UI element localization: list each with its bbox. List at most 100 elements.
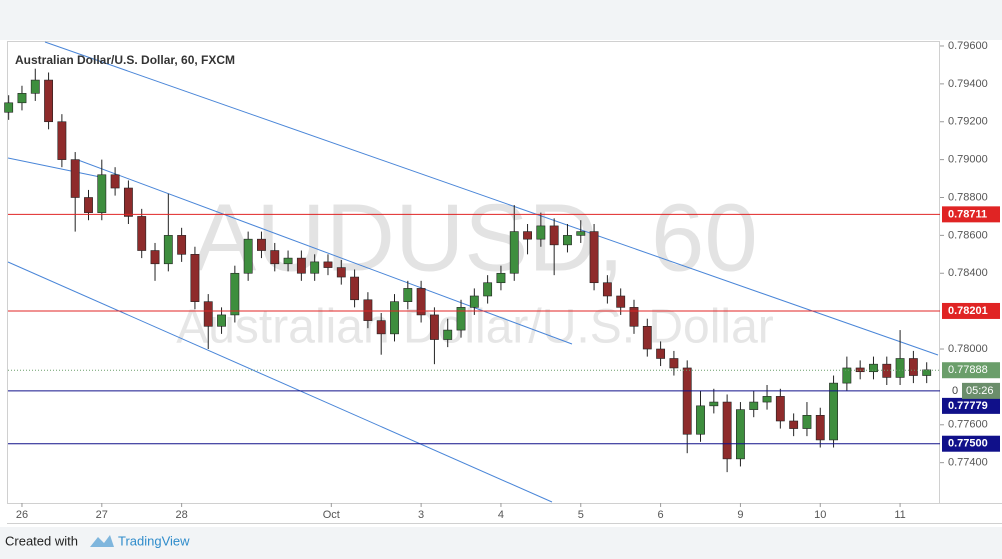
candle-body xyxy=(363,299,373,321)
candle-body xyxy=(230,272,240,316)
candle-body xyxy=(722,401,732,460)
candle-body xyxy=(270,250,280,265)
logo xyxy=(90,535,114,547)
candle xyxy=(908,350,918,384)
candle xyxy=(163,193,173,272)
candle-body xyxy=(137,216,147,251)
last-price-label: 0.77888 xyxy=(948,364,988,376)
candle-body xyxy=(709,401,719,407)
y-tick-label: 0.79000 xyxy=(948,154,988,166)
candle xyxy=(509,205,519,281)
candle xyxy=(57,114,67,168)
y-tick-label: 0.78400 xyxy=(948,267,988,279)
candle-body xyxy=(496,272,506,284)
trend-lines xyxy=(7,41,939,503)
level-label-bg xyxy=(942,206,1000,223)
candle-body xyxy=(642,325,652,350)
candle xyxy=(709,388,719,414)
candle-body xyxy=(70,159,80,198)
candle xyxy=(283,250,293,272)
level-label: 0.77500 xyxy=(948,438,988,450)
candle xyxy=(203,294,213,350)
level-label: 0.78711 xyxy=(948,208,987,220)
candle-body xyxy=(30,79,40,94)
candle-body xyxy=(84,197,93,213)
candle-body xyxy=(390,301,399,335)
candle xyxy=(350,269,360,308)
candle xyxy=(257,231,266,259)
x-tick-label: 3 xyxy=(418,509,424,521)
y-tick-label: 0.78600 xyxy=(948,229,988,241)
candle-body xyxy=(682,367,692,435)
x-tick-label: 10 xyxy=(814,509,826,521)
footer-bg xyxy=(0,527,1002,559)
candle-body xyxy=(882,363,892,378)
candle-body xyxy=(17,93,27,104)
candle-body xyxy=(4,102,14,113)
footer-brand[interactable]: TradingView xyxy=(118,533,190,548)
channel-line xyxy=(7,157,106,179)
level-label-bg xyxy=(942,302,1000,319)
candle xyxy=(815,407,825,448)
candle-body xyxy=(57,121,67,160)
candle xyxy=(123,180,133,225)
countdown-prefix: 0 xyxy=(952,385,958,397)
candle xyxy=(722,394,732,473)
y-tick-label: 0.78000 xyxy=(948,343,988,355)
candle xyxy=(44,72,54,130)
candle-body xyxy=(869,363,878,373)
x-tick-label: 9 xyxy=(737,509,743,521)
candle xyxy=(429,307,439,365)
candle-body xyxy=(895,358,905,378)
level-label-bg xyxy=(942,435,1000,452)
candle xyxy=(736,402,745,467)
candle xyxy=(802,402,812,437)
y-tick-label: 0.77400 xyxy=(948,457,988,469)
candle xyxy=(696,390,705,442)
candle-body xyxy=(842,367,852,384)
candle-body xyxy=(190,254,200,302)
candle xyxy=(576,220,586,243)
x-tick-label: 11 xyxy=(894,509,905,521)
candle-body xyxy=(376,320,386,335)
candle xyxy=(483,275,493,304)
candle xyxy=(669,350,679,376)
candle-body xyxy=(775,396,785,422)
candle xyxy=(70,152,80,232)
candle xyxy=(150,242,160,281)
candle-body xyxy=(283,257,293,265)
candle-body xyxy=(443,329,453,340)
channel-line xyxy=(44,41,939,356)
candle-body xyxy=(310,261,320,274)
candle xyxy=(895,330,905,386)
candle xyxy=(842,356,852,391)
candle xyxy=(110,167,120,196)
candle xyxy=(882,356,892,386)
candle xyxy=(310,254,320,281)
candle-body xyxy=(243,238,253,274)
candle xyxy=(549,218,559,276)
y-tick-label: 0.79200 xyxy=(948,116,988,128)
x-tick-label: 27 xyxy=(96,509,108,521)
candle-body xyxy=(802,415,812,429)
candle-body xyxy=(696,405,705,435)
candle xyxy=(749,390,759,418)
candle-body xyxy=(589,231,599,284)
candle-body xyxy=(523,231,532,240)
x-tick-label: Oct xyxy=(323,509,340,521)
candle-body xyxy=(762,396,772,403)
candle xyxy=(682,360,692,454)
logo-icon xyxy=(90,535,114,547)
x-tick-label: 4 xyxy=(498,509,504,521)
candle xyxy=(642,318,652,357)
candle xyxy=(523,224,532,255)
y-tick-label: 0.77600 xyxy=(948,419,988,431)
candle xyxy=(656,341,666,367)
candle xyxy=(762,385,772,410)
candle xyxy=(4,95,14,120)
candle xyxy=(230,265,240,323)
last-price-bg xyxy=(942,362,1000,379)
candle xyxy=(629,299,639,334)
level-label: 0.77779 xyxy=(948,400,988,412)
candle xyxy=(390,294,399,342)
